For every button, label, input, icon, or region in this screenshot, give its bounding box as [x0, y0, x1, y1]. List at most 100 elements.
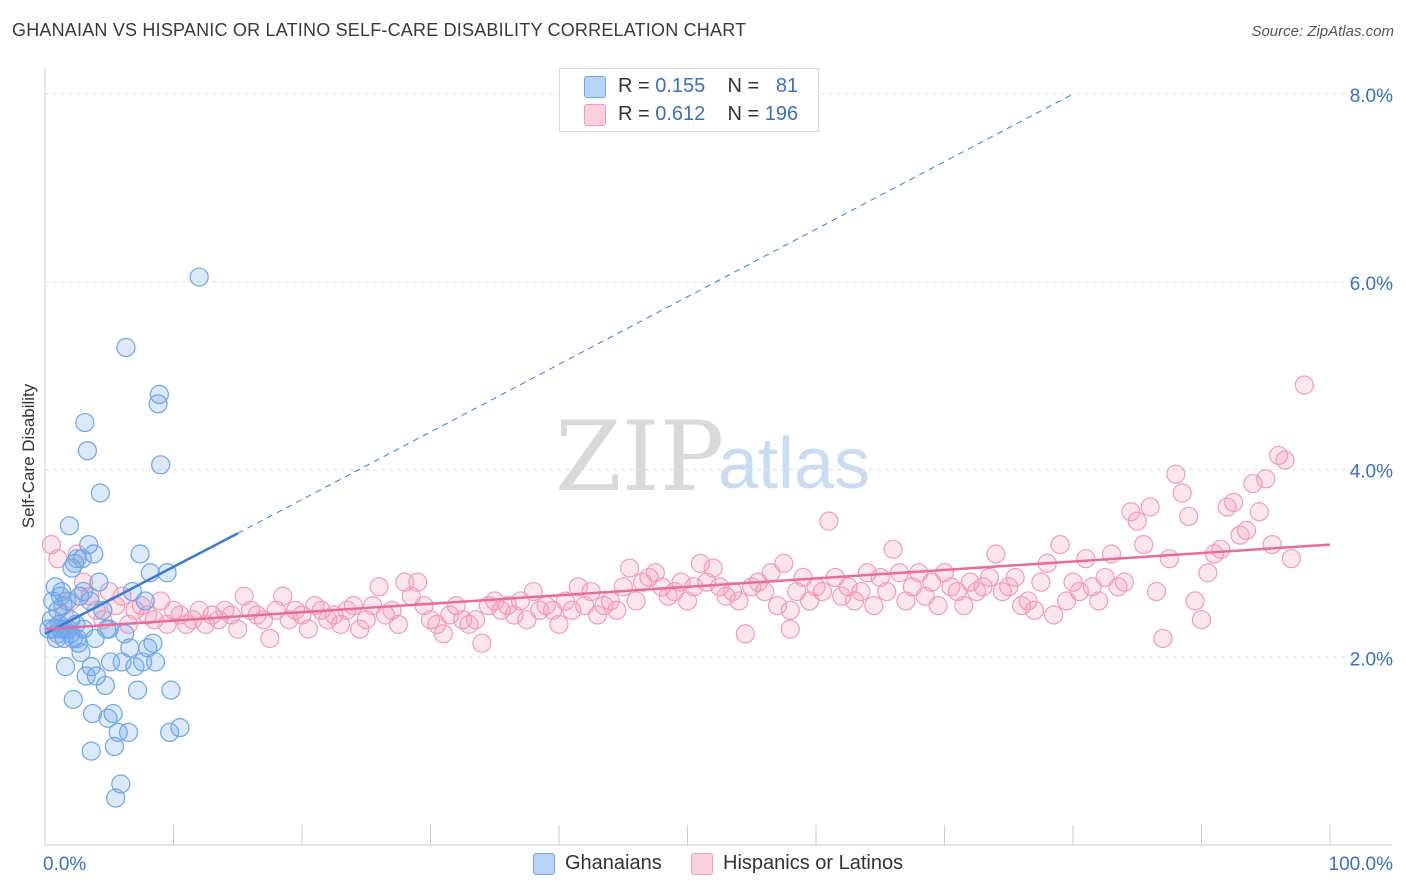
- hispanic-point: [883, 539, 903, 559]
- hispanic-point: [787, 581, 807, 602]
- ghanaian-point: [95, 675, 115, 696]
- hispanic-point: [408, 572, 428, 592]
- hispanic-point: [542, 600, 563, 620]
- ghanaian-point: [160, 722, 180, 742]
- x-tick-label: 100.0%: [1329, 854, 1394, 875]
- n-value: 196: [764, 103, 799, 125]
- ghanaian-point: [143, 633, 163, 653]
- n-value: 81: [775, 75, 799, 97]
- hispanic-point: [896, 591, 916, 611]
- hispanic-point: [260, 628, 280, 649]
- hispanic-point: [1281, 549, 1302, 569]
- hispanic-point: [877, 581, 897, 602]
- x-tick-label: 0.0%: [43, 854, 86, 875]
- hispanic-point: [979, 567, 1000, 588]
- ghanaian-point: [76, 666, 96, 686]
- hispanic-point: [292, 605, 312, 625]
- hispanic-point: [999, 577, 1019, 597]
- hispanic-point: [356, 610, 376, 630]
- hispanic-point: [1069, 581, 1090, 602]
- ghanaian-point: [63, 689, 83, 710]
- hispanic-point: [1185, 591, 1205, 611]
- hispanics-label: Hispanics or Latinos: [723, 852, 904, 874]
- hispanic-point: [228, 619, 248, 639]
- y-tick-label: 8.0%: [1350, 86, 1393, 107]
- ghanaian-point: [75, 412, 95, 433]
- hispanic-point: [1236, 520, 1257, 541]
- ghanaian-point: [106, 788, 126, 808]
- hispanic-point: [613, 577, 633, 597]
- hispanic-point: [517, 610, 537, 630]
- y-tick-label: 4.0%: [1350, 462, 1393, 483]
- watermark-zip: ZIP: [555, 401, 724, 513]
- ghanaian-point: [81, 657, 101, 677]
- hispanic-point: [562, 600, 582, 620]
- hispanic-point: [928, 596, 948, 616]
- hispanic-point: [279, 610, 299, 630]
- hispanic-point: [947, 581, 967, 602]
- y-axis-label: Self-Care Disability: [19, 383, 38, 528]
- hispanic-point: [1146, 581, 1167, 602]
- hispanic-point: [986, 544, 1006, 564]
- ghanaian-point: [161, 680, 181, 700]
- hispanic-point: [1172, 483, 1192, 503]
- hispanic-point: [1082, 577, 1102, 597]
- hispanic-point: [799, 591, 820, 611]
- hispanic-point: [864, 596, 884, 616]
- hispanic-point: [144, 610, 164, 630]
- ghanaian-trend-extension: [237, 93, 1074, 534]
- ghanaian-point: [73, 619, 94, 639]
- hispanic-point: [934, 563, 955, 583]
- ghanaian-point: [170, 718, 190, 738]
- hispanic-point: [472, 633, 492, 653]
- ghanaian-point: [72, 549, 92, 569]
- ghanaian-point: [84, 544, 104, 564]
- hispanic-point: [703, 558, 723, 578]
- hispanic-point: [1056, 591, 1077, 611]
- hispanic-point: [1050, 534, 1070, 555]
- hispanic-point: [1089, 591, 1109, 611]
- hispanic-point: [1166, 464, 1186, 484]
- hispanic-point: [1243, 473, 1263, 494]
- hispanic-point: [465, 610, 486, 630]
- hispanic-point: [433, 624, 453, 644]
- hispanic-point: [645, 563, 665, 583]
- hispanic-point: [1179, 506, 1199, 527]
- ghanaian-point: [55, 657, 76, 677]
- r-label: R =: [618, 75, 650, 97]
- hispanic-point: [1063, 572, 1083, 592]
- hispanic-point: [1191, 610, 1212, 630]
- r-value: 0.155: [655, 75, 706, 97]
- ghanaian-point: [120, 638, 140, 658]
- hispanic-point: [1211, 539, 1231, 559]
- ghanaian-point: [127, 680, 148, 700]
- ghanaian-point: [104, 736, 124, 757]
- hispanic-point: [780, 600, 800, 620]
- hispanic-point: [1024, 600, 1045, 620]
- ghanaian-point: [108, 722, 128, 742]
- hispanic-point: [1262, 534, 1282, 555]
- hispanic-point: [273, 586, 293, 606]
- n-label: N =: [727, 103, 760, 125]
- chart-title: GHANAIAN VS HISPANIC OR LATINO SELF-CARE…: [12, 20, 747, 40]
- hispanic-point: [1153, 628, 1173, 649]
- hispanic-point: [1256, 469, 1276, 489]
- ghanaian-point: [151, 455, 171, 475]
- hispanic-point: [832, 586, 852, 606]
- hispanic-point: [922, 572, 942, 592]
- hispanic-point: [973, 577, 993, 597]
- ghanaian-point: [116, 337, 136, 358]
- hispanic-point: [363, 596, 383, 616]
- legend-swatch-ghanaians: [584, 76, 606, 98]
- hispanic-point: [620, 558, 640, 578]
- hispanic-point: [1005, 567, 1025, 588]
- ghanaian-point: [145, 652, 166, 672]
- hispanic-point: [819, 511, 839, 531]
- ghanaian-point: [130, 544, 150, 564]
- hispanic-point: [690, 553, 710, 573]
- hispanic-point: [388, 614, 408, 634]
- hispanic-point: [555, 591, 576, 611]
- hispanic-point: [844, 591, 865, 611]
- hispanic-point: [343, 596, 363, 616]
